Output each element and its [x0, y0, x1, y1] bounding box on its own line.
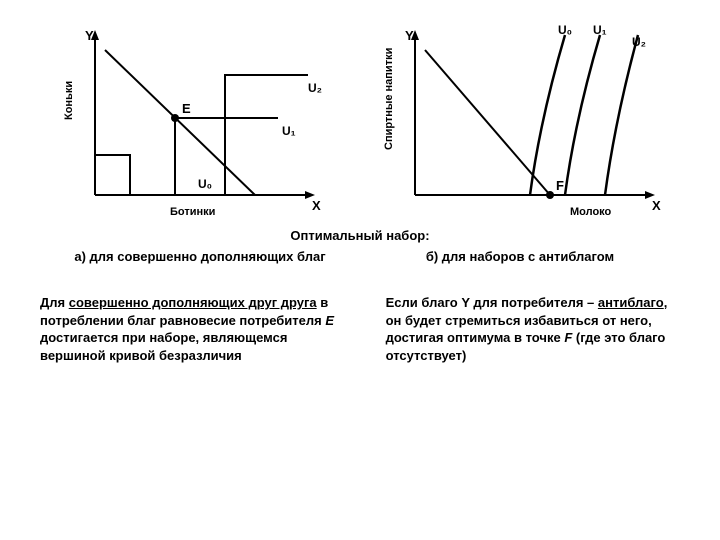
chart-b-u1: U₁ [593, 23, 607, 37]
chart-a-xlabel: Ботинки [170, 206, 215, 218]
chart-b-xlabel: Молоко [570, 206, 612, 218]
chart-b-x: X [652, 198, 661, 213]
chart-a-u1: U₁ [282, 124, 296, 138]
ta1: Для [40, 295, 69, 310]
point-e-label: E [182, 101, 191, 116]
chart-a-ylabel: Коньки [63, 81, 75, 120]
ta4: Е [325, 313, 334, 328]
ta5: достигается при наборе, являющемся верши… [40, 330, 287, 363]
tb4: антиблаго [598, 295, 664, 310]
subtitle-b: б) для наборов с антиблагом [366, 249, 673, 264]
text-col-b: Если благо Y для потребителя – антиблаго… [386, 294, 680, 364]
ta2: совершенно дополняющих друг друга [69, 295, 317, 310]
point-f-label: F [556, 178, 564, 193]
text-row: Для совершенно дополняющих друг друга в … [40, 294, 680, 364]
chart-b-ylabel: Спиртные напитки [383, 48, 395, 150]
chart-b-svg: F Y X U₀ U₁ U₂ Спиртные напитки Молоко [370, 20, 670, 220]
subtitle-a: а) для совершенно дополняющих благ [46, 249, 353, 264]
chart-b-u2: U₂ [632, 35, 646, 49]
chart-a-svg: E Y X U₀ U₁ U₂ Коньки Ботинки [50, 20, 330, 220]
chart-a-x: X [312, 198, 321, 213]
chart-a-y: Y [85, 28, 94, 43]
chart-b-u0: U₀ [558, 23, 572, 37]
charts-row: E Y X U₀ U₁ U₂ Коньки Ботинки [40, 20, 680, 220]
subtitle-row: а) для совершенно дополняющих благ б) дл… [40, 249, 680, 264]
chart-b-y: Y [405, 28, 414, 43]
chart-a-u2: U₂ [308, 81, 322, 95]
text-col-a: Для совершенно дополняющих друг друга в … [40, 294, 334, 364]
chart-a-u0: U₀ [198, 177, 212, 191]
chart-b: F Y X U₀ U₁ U₂ Спиртные напитки Молоко [370, 20, 670, 220]
tb3: для потребителя – [470, 295, 598, 310]
tb1: Если благо [386, 295, 462, 310]
main-title: Оптимальный набор: [40, 228, 680, 243]
chart-a: E Y X U₀ U₁ U₂ Коньки Ботинки [50, 20, 330, 220]
tb2: Y [461, 295, 469, 310]
